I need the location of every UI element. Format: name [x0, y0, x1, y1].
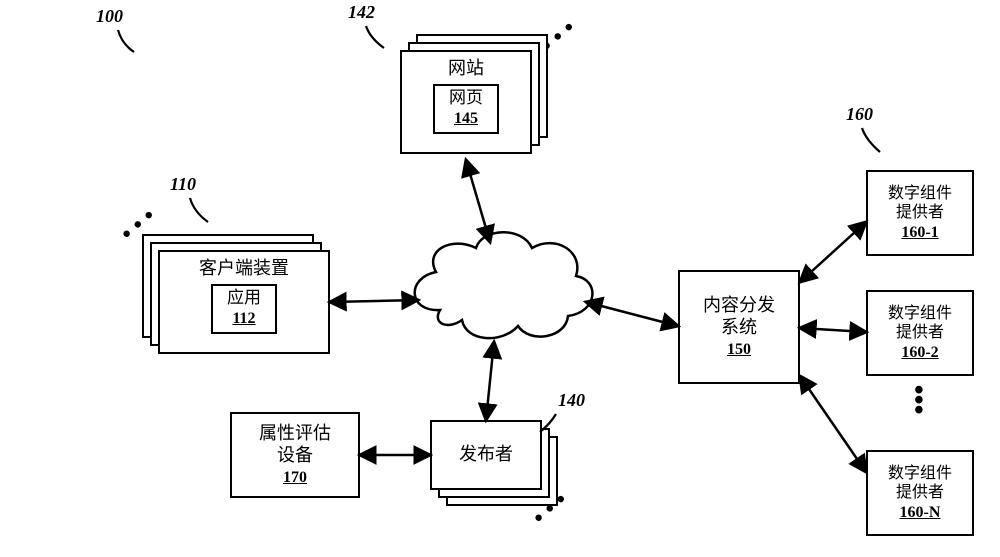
cds-node: 内容分发 系统 150 [678, 270, 800, 384]
edge-cds-provn [800, 376, 866, 472]
attr-eval-ref: 170 [283, 469, 307, 487]
edge-cloud-publisher [486, 342, 494, 420]
callout-providers [862, 128, 880, 152]
provider-2-l1: 数字组件 [888, 304, 952, 323]
edge-cds-prov2 [800, 328, 866, 332]
provider-1-l1: 数字组件 [888, 184, 952, 203]
provider-n-ref: 160-N [900, 504, 941, 522]
attr-eval-l2: 设备 [277, 445, 313, 467]
provider-1-node: 数字组件 提供者 160-1 [866, 170, 974, 256]
attr-eval-l1: 属性评估 [259, 423, 331, 445]
cds-l2: 系统 [721, 317, 757, 339]
provider-1-ref: 160-1 [901, 224, 938, 242]
webpage-ref: 145 [454, 110, 478, 128]
application-label: 应用 [227, 288, 261, 308]
callout-websites [366, 26, 384, 48]
callout-client [190, 198, 208, 222]
ref-client: 110 [170, 174, 196, 195]
diagram-stage: 100 110 142 140 160 • • • • • • • • • ••… [0, 0, 1000, 557]
dots-providers: ••• [914, 386, 924, 415]
callout-figure [118, 30, 134, 52]
network-title: 网络 [420, 270, 580, 292]
webpage-box: 网页 145 [433, 84, 499, 134]
webpage-label: 网页 [449, 88, 483, 108]
provider-n-l2: 提供者 [896, 483, 944, 502]
client-device-title: 客户端装置 [199, 258, 289, 280]
cds-l1: 内容分发 [703, 295, 775, 317]
provider-2-node: 数字组件 提供者 160-2 [866, 290, 974, 376]
provider-n-l1: 数字组件 [888, 464, 952, 483]
ref-publisher: 140 [558, 390, 585, 411]
attr-eval-device-node: 属性评估 设备 170 [230, 412, 360, 498]
ref-websites: 142 [348, 2, 375, 23]
client-device-node: 客户端装置 应用 112 [158, 250, 330, 354]
edge-cloud-cds [586, 302, 678, 326]
ref-providers: 160 [846, 104, 873, 125]
provider-1-l2: 提供者 [896, 203, 944, 222]
ref-figure: 100 [96, 6, 123, 27]
network-ref: 105 [420, 294, 580, 312]
edge-cds-prov1 [800, 222, 866, 282]
edge-website-cloud [466, 160, 490, 242]
network-cloud-label: 网络 105 [420, 270, 580, 312]
provider-2-l2: 提供者 [896, 323, 944, 342]
website-title: 网站 [448, 58, 484, 80]
application-ref: 112 [232, 310, 255, 328]
publisher-node: 发布者 [430, 420, 542, 490]
edge-client-cloud [330, 300, 418, 302]
provider-n-node: 数字组件 提供者 160-N [866, 450, 974, 536]
website-node: 网站 网页 145 [400, 50, 532, 154]
application-box: 应用 112 [211, 284, 277, 334]
provider-2-ref: 160-2 [901, 344, 938, 362]
publisher-title: 发布者 [459, 444, 513, 466]
cds-ref: 150 [727, 341, 751, 359]
